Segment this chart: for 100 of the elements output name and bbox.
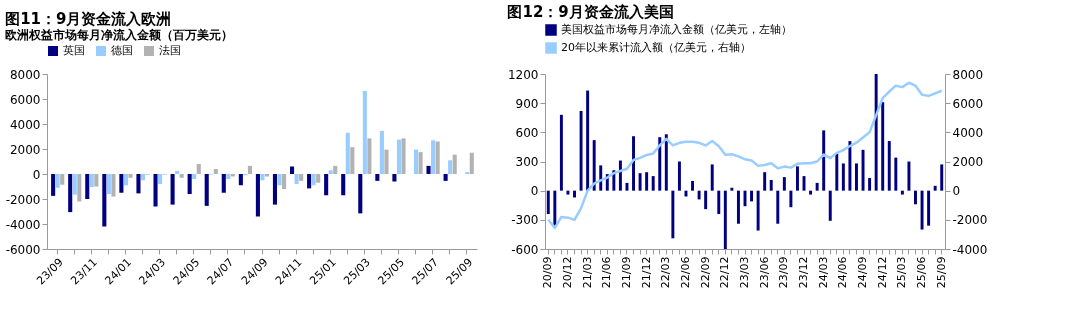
bar <box>469 152 474 174</box>
bar <box>311 174 316 186</box>
bar <box>638 173 642 191</box>
legend-label: 英国 <box>63 44 85 57</box>
bar <box>367 138 372 174</box>
bar <box>128 174 133 178</box>
bar <box>379 130 384 174</box>
bar <box>350 147 355 174</box>
bar <box>418 152 423 174</box>
y2-tick-label: 8000 <box>952 67 984 82</box>
y-tick-label: 1200 <box>507 67 539 82</box>
x-tick-label: 24/06 <box>836 256 850 289</box>
y-tick-label: -300 <box>511 213 539 228</box>
bar <box>238 174 243 186</box>
bar <box>111 174 116 197</box>
y2-tick-label: 2000 <box>952 155 984 169</box>
bar <box>586 90 590 191</box>
bar <box>375 174 380 181</box>
bar <box>848 141 852 191</box>
x-tick-label: 25/06 <box>915 256 929 289</box>
bar <box>345 132 350 174</box>
y-tick-label: 8000 <box>9 67 41 82</box>
x-tick-label: 22/12 <box>718 256 732 289</box>
bar <box>123 174 128 186</box>
x-tick-label: 23/12 <box>797 256 811 289</box>
bar <box>341 174 346 196</box>
bar <box>914 190 917 205</box>
y-tick-label: 0 <box>530 184 539 199</box>
bar <box>187 174 192 194</box>
bar <box>94 174 99 187</box>
bar <box>566 190 570 195</box>
bar <box>316 174 321 183</box>
bar <box>401 138 406 174</box>
y-tick-label: 0 <box>32 167 41 182</box>
bar <box>736 190 740 224</box>
bar <box>89 174 94 188</box>
bar <box>769 179 773 191</box>
bar <box>431 140 436 174</box>
bar <box>448 160 453 174</box>
bar <box>443 174 448 181</box>
bar <box>277 174 282 186</box>
x-tick-label: 22/03 <box>659 256 673 289</box>
bar <box>179 174 184 178</box>
bar <box>651 176 655 191</box>
bar <box>175 170 180 174</box>
y2-tick-label: 6000 <box>952 96 984 111</box>
bar <box>704 190 708 210</box>
bar <box>213 169 218 174</box>
bar <box>221 174 226 193</box>
bar <box>815 182 819 191</box>
bar <box>579 110 583 191</box>
bar <box>136 174 141 194</box>
bar <box>632 136 635 191</box>
bar <box>658 137 662 191</box>
y2-tick-label: -4000 <box>952 242 988 257</box>
bar <box>855 163 858 191</box>
bar <box>874 74 878 191</box>
x-tick-label: 21/09 <box>619 256 633 289</box>
bar <box>192 174 197 179</box>
bar <box>106 174 111 194</box>
bar <box>324 174 329 196</box>
bar <box>413 149 419 174</box>
bar <box>671 190 675 239</box>
bar <box>435 141 440 174</box>
x-tick-label: 23/06 <box>757 256 771 289</box>
y-tick-label: -600 <box>511 242 539 257</box>
y-tick-label: 6000 <box>9 92 41 107</box>
x-tick-label: 21/12 <box>639 256 653 289</box>
bar <box>809 190 813 195</box>
bar <box>677 161 681 191</box>
bar <box>158 174 163 184</box>
bar <box>282 174 287 189</box>
bar <box>119 174 124 193</box>
bar <box>426 165 431 174</box>
x-tick-label: 20/12 <box>560 256 574 289</box>
y2-tick-label: 4000 <box>952 125 984 140</box>
x-tick-label: 22/09 <box>698 256 712 289</box>
bar <box>907 161 911 191</box>
bar <box>710 164 714 191</box>
bar <box>196 164 201 174</box>
bar <box>592 140 596 191</box>
bar <box>868 178 872 191</box>
chart-title: 图12：9月资金流入美国 <box>507 3 674 21</box>
x-tick-label: 23/03 <box>738 256 751 289</box>
bar <box>887 141 891 191</box>
bar <box>272 174 278 205</box>
bar <box>599 165 603 191</box>
bar <box>841 163 845 191</box>
bar <box>153 174 158 207</box>
bar <box>362 90 367 174</box>
bar <box>782 177 786 191</box>
y-tick-label: -4000 <box>5 217 41 232</box>
bar <box>828 190 832 221</box>
bar <box>933 185 937 191</box>
bar <box>750 190 754 202</box>
bar <box>795 166 799 191</box>
bar <box>333 165 338 174</box>
bar <box>861 149 865 191</box>
x-tick-label: 22/06 <box>678 256 692 289</box>
bar <box>226 174 231 179</box>
